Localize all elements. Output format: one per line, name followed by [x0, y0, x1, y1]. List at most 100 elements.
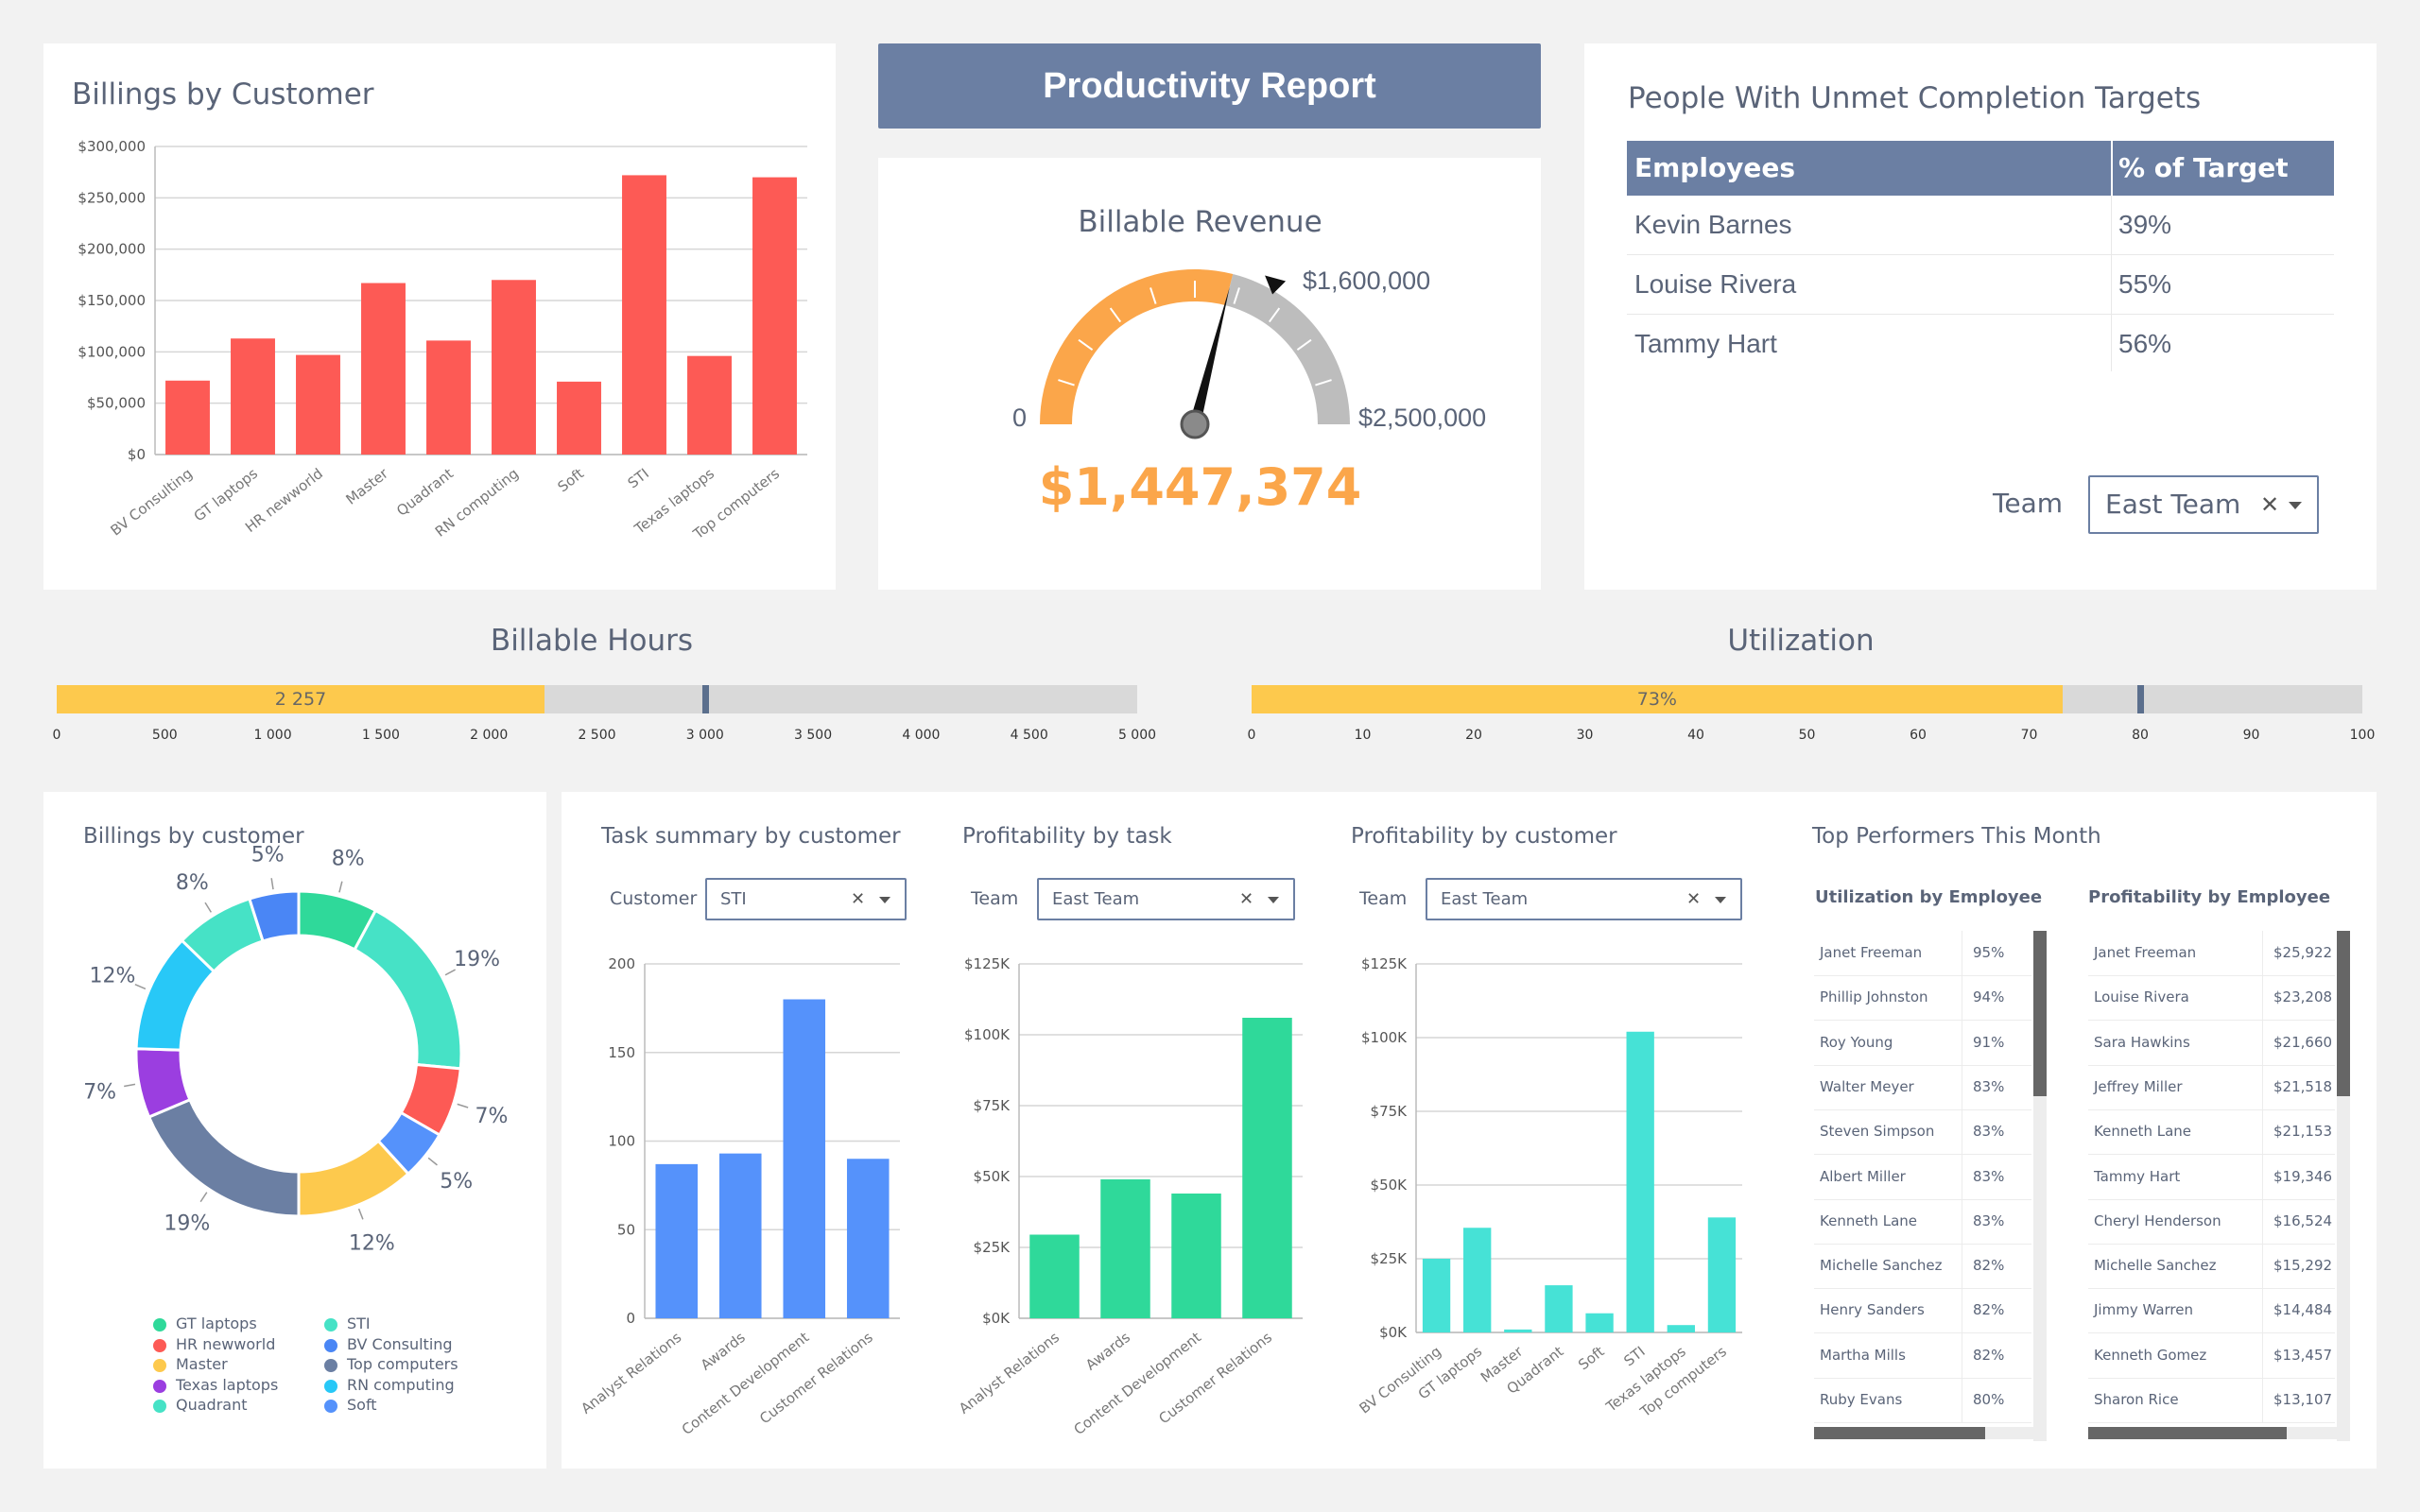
list-item[interactable]: Phillip Johnston 94%: [1814, 975, 2031, 1022]
list-item[interactable]: Albert Miller 83%: [1814, 1154, 2031, 1200]
chevron-down-icon[interactable]: [2289, 502, 2302, 509]
vertical-scrollbar-thumb[interactable]: [2337, 931, 2350, 1096]
gauge-tick: [1296, 338, 1312, 352]
legend-item[interactable]: HR newworld: [153, 1335, 275, 1353]
legend-item[interactable]: STI: [324, 1314, 371, 1332]
donut-leader-line: [199, 1192, 208, 1203]
x-tick-label: Soft: [555, 465, 587, 495]
chevron-down-icon[interactable]: [1715, 897, 1726, 903]
list-item[interactable]: Jimmy Warren $14,484: [2088, 1288, 2335, 1334]
unmet-table-header: Employees % of Target: [1627, 141, 2334, 196]
legend-item[interactable]: GT laptops: [153, 1314, 257, 1332]
vertical-scrollbar-track[interactable]: [2033, 931, 2047, 1441]
list-item[interactable]: Roy Young 91%: [1814, 1020, 2031, 1066]
legend-item[interactable]: Master: [153, 1355, 228, 1373]
axis-tick-label: 5 000: [1117, 728, 1157, 743]
clear-icon[interactable]: ✕: [2260, 491, 2280, 518]
billings-by-customer-title: Billings by Customer: [72, 77, 374, 112]
horizontal-scrollbar-track[interactable]: [2088, 1427, 2350, 1439]
legend-item[interactable]: BV Consulting: [324, 1335, 453, 1353]
list-item[interactable]: Michelle Sanchez 82%: [1814, 1244, 2031, 1290]
axis-tick-label: 100: [2349, 728, 2376, 743]
legend-item[interactable]: Quadrant: [153, 1396, 248, 1414]
list-item[interactable]: Kenneth Gomez $13,457: [2088, 1332, 2335, 1379]
column-divider: [2262, 1109, 2263, 1155]
column-divider: [2262, 1154, 2263, 1199]
list-item[interactable]: Jeffrey Miller $21,518: [2088, 1064, 2335, 1110]
column-divider: [2262, 1198, 2263, 1244]
utilization-fill: [1252, 685, 2063, 713]
employee-value: $14,484: [2273, 1301, 2333, 1319]
horizontal-scrollbar-thumb[interactable]: [1814, 1427, 1985, 1439]
vertical-scrollbar-thumb[interactable]: [2033, 931, 2047, 1096]
list-item[interactable]: Steven Simpson 83%: [1814, 1109, 2031, 1156]
vertical-scrollbar-track[interactable]: [2337, 931, 2350, 1441]
employee-name: Tammy Hart: [1634, 329, 1777, 358]
customer-select[interactable]: STI ✕: [705, 878, 907, 920]
horizontal-scrollbar-thumb[interactable]: [2088, 1427, 2287, 1439]
team-select[interactable]: East Team ✕: [2088, 475, 2319, 534]
team-select-task[interactable]: East Team ✕: [1037, 878, 1295, 920]
clear-icon[interactable]: ✕: [1686, 889, 1702, 909]
list-item[interactable]: Tammy Hart $19,346: [2088, 1154, 2335, 1200]
gauge-tick: [1058, 379, 1075, 387]
gauge-tick: [1315, 379, 1332, 387]
team-select-customer[interactable]: East Team ✕: [1426, 878, 1742, 920]
team-filter-label: Team: [1993, 488, 2064, 519]
bar: [622, 175, 666, 455]
legend-item[interactable]: Soft: [324, 1396, 377, 1414]
gauge-tick: [1150, 287, 1157, 304]
util-employee-list[interactable]: Janet Freeman 95% Phillip Johnston 94% Roy Y…: [1814, 931, 2047, 1441]
axis-tick-label: 40: [1687, 728, 1704, 743]
prof-employee-list[interactable]: Janet Freeman $25,922 Louise Rivera $23,208…: [2088, 931, 2350, 1441]
bar: [655, 1163, 699, 1318]
gauge-tick: [1109, 307, 1122, 323]
axis-tick-label: 50: [1798, 728, 1816, 743]
table-row: Kevin Barnes 39%: [1627, 196, 2334, 255]
x-tick-label: STI: [625, 465, 652, 491]
horizontal-scrollbar-track[interactable]: [1814, 1427, 2047, 1439]
gauge-needle: [1189, 286, 1230, 426]
legend-item[interactable]: RN computing: [324, 1376, 455, 1394]
bar: [1667, 1325, 1695, 1332]
list-item[interactable]: Walter Meyer 83%: [1814, 1064, 2031, 1110]
list-item[interactable]: Kenneth Lane 83%: [1814, 1198, 2031, 1245]
clear-icon[interactable]: ✕: [851, 889, 866, 909]
billings-bar-chart: $0 $50,000 $100,000 $150,000 $200,000 $250,00…: [78, 138, 807, 543]
legend-label: Quadrant: [176, 1396, 248, 1414]
bar: [557, 381, 601, 455]
clear-icon[interactable]: ✕: [1239, 889, 1254, 909]
donut-leader-line: [457, 1103, 469, 1108]
axis-tick-label: 80: [2132, 728, 2149, 743]
list-item[interactable]: Janet Freeman 95%: [1814, 931, 2031, 976]
list-item[interactable]: Louise Rivera $23,208: [2088, 975, 2335, 1022]
list-item[interactable]: Kenneth Lane $21,153: [2088, 1109, 2335, 1156]
list-item[interactable]: Janet Freeman $25,922: [2088, 931, 2335, 976]
billable-hours-bullet: 2 257: [57, 685, 1137, 713]
top-performers-title: Top Performers This Month: [1812, 824, 2101, 849]
list-item[interactable]: Michelle Sanchez $15,292: [2088, 1244, 2335, 1290]
employee-value: 83%: [1973, 1167, 2005, 1185]
y-tick-label: 0: [626, 1310, 635, 1327]
legend-item[interactable]: Top computers: [324, 1355, 458, 1373]
bar: [1545, 1285, 1573, 1332]
list-item[interactable]: Ruby Evans 80%: [1814, 1378, 2031, 1423]
employee-name: Janet Freeman: [1820, 944, 1923, 961]
employee-value: 83%: [1973, 1123, 2005, 1141]
list-item[interactable]: Cheryl Henderson $16,524: [2088, 1198, 2335, 1245]
y-tick-label: $200,000: [78, 241, 146, 258]
list-item[interactable]: Henry Sanders 82%: [1814, 1288, 2031, 1334]
billings-donut-panel: Billings by customer 8% 19% 7% 5% 12% 19% 7% 12…: [43, 792, 546, 1469]
legend-label: Top computers: [347, 1355, 458, 1373]
gauge-value-arc: [1040, 269, 1234, 424]
gauge-target-marker: [1265, 275, 1287, 295]
legend-item[interactable]: Texas laptops: [153, 1376, 278, 1394]
list-item[interactable]: Sharon Rice $13,107: [2088, 1378, 2335, 1423]
list-item[interactable]: Sara Hawkins $21,660: [2088, 1020, 2335, 1066]
chevron-down-icon[interactable]: [1268, 897, 1279, 903]
employee-name: Michelle Sanchez: [2094, 1257, 2217, 1275]
billable-revenue-panel: Billable Revenue 0 $1,600,000 $2,500,000…: [878, 158, 1541, 590]
list-item[interactable]: Martha Mills 82%: [1814, 1332, 2031, 1379]
employee-value: $25,922: [2273, 944, 2333, 961]
chevron-down-icon[interactable]: [879, 897, 890, 903]
